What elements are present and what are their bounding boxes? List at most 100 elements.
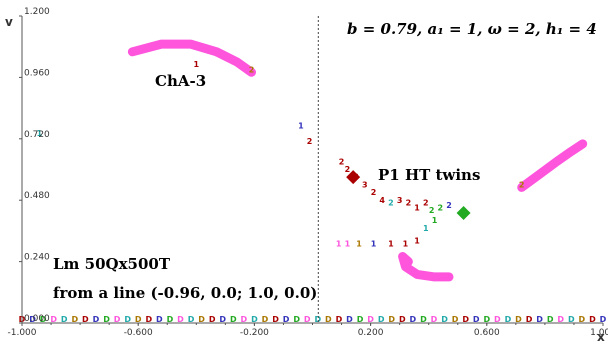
y-tick-label: 0.240: [24, 253, 50, 263]
baseline-mark: D: [71, 315, 78, 324]
baseline-mark: D: [251, 315, 258, 324]
baseline-mark: D: [50, 315, 57, 324]
baseline-mark: D: [589, 315, 596, 324]
point-mark: 1: [388, 239, 394, 248]
magenta-curve-2: [517, 139, 588, 192]
baseline-mark: D: [336, 315, 343, 324]
point-mark: 1: [423, 224, 429, 233]
y-axis-label: v: [5, 15, 13, 29]
axes: 0.000 0.240 0.480 0.720 0.960 1.200 -1.000 -0.6…: [5, 7, 608, 344]
point-mark: 2: [406, 198, 412, 207]
baseline-mark: D: [431, 315, 438, 324]
point-mark: 3: [397, 196, 403, 205]
baseline-mark: D: [473, 315, 480, 324]
x-tick-label: 0.600: [474, 328, 500, 338]
baseline-mark: D: [378, 315, 385, 324]
point-mark: 1: [356, 239, 362, 248]
lm-label: Lm 50Qx500T: [53, 255, 171, 273]
baseline-mark: D: [357, 315, 364, 324]
baseline-mark: D: [388, 315, 395, 324]
magenta-curves: [127, 39, 588, 282]
x-tick-label: 0.200: [358, 328, 384, 338]
point-mark: 1: [371, 239, 377, 248]
point-mark: 2: [429, 206, 435, 215]
p1-label: P1 HT twins: [378, 166, 480, 184]
baseline-mark: D: [526, 315, 533, 324]
point-mark: 1: [414, 237, 420, 246]
point-mark: 1: [414, 203, 420, 212]
baseline-mark: D: [93, 315, 100, 324]
point-mark: 1: [194, 60, 200, 69]
point-mark: 2: [519, 180, 525, 189]
baseline-mark: D: [452, 315, 459, 324]
baseline-mark: D: [547, 315, 554, 324]
baseline-mark: D: [114, 315, 121, 324]
baseline-mark: D: [557, 315, 564, 324]
baseline-mark: D: [156, 315, 163, 324]
point-mark: 2: [423, 198, 429, 207]
baseline-mark: D: [515, 315, 522, 324]
baseline-mark: D: [367, 315, 374, 324]
baseline-mark: D: [325, 315, 332, 324]
baseline-mark: D: [262, 315, 269, 324]
baseline-mark: D: [124, 315, 131, 324]
line-label: from a line (-0.96, 0.0; 1.0, 0.0): [53, 284, 317, 302]
baseline-mark: D: [167, 315, 174, 324]
y-tick-label: 0.480: [24, 191, 50, 201]
point-mark: 2: [339, 157, 345, 166]
baseline-mark: D: [82, 315, 89, 324]
baseline-mark: D: [600, 315, 607, 324]
baseline-mark: D: [29, 315, 36, 324]
baseline-mark: D: [241, 315, 248, 324]
baseline-mark: D: [579, 315, 586, 324]
baseline-mark: D: [135, 315, 142, 324]
baseline-mark: D: [209, 315, 216, 324]
baseline-mark: D: [272, 315, 279, 324]
x-tick-label: -1.000: [7, 328, 36, 338]
baseline-mark: D: [505, 315, 512, 324]
baseline-mark: D: [230, 315, 237, 324]
point-mark: 2: [438, 203, 444, 212]
point-mark: 2: [446, 201, 452, 210]
point-cluster-2: [456, 205, 471, 220]
point-mark: 1: [403, 239, 409, 248]
baseline-mark: D: [293, 315, 300, 324]
point-mark: 1: [345, 239, 351, 248]
baseline-mark: D: [568, 315, 575, 324]
baseline-mark: D: [177, 315, 184, 324]
baseline-mark: D: [61, 315, 68, 324]
y-tick-label: 0.720: [24, 130, 50, 140]
baseline-mark: D: [399, 315, 406, 324]
params-annotation: b = 0.79, a₁ = 1, ω = 2, h₁ = 4: [347, 20, 597, 38]
point-mark: 2: [388, 198, 394, 207]
baseline-mark: D: [219, 315, 226, 324]
baseline-mark: D: [410, 315, 417, 324]
point-mark: 2: [371, 188, 377, 197]
point-mark: 1: [298, 122, 304, 131]
point-mark: 3: [362, 180, 368, 189]
baseline-mark: D: [494, 315, 501, 324]
magenta-curve-1: [127, 39, 256, 77]
point-mark: 3: [353, 173, 359, 182]
x-axis-label: x: [597, 330, 605, 344]
x-tick-label: -0.600: [124, 328, 153, 338]
cha-label: ChA-3: [155, 72, 206, 90]
baseline-mark: D: [103, 315, 110, 324]
x-tick-label: 1.000: [590, 328, 608, 338]
baseline-mark: D: [145, 315, 152, 324]
point-mark: 2: [249, 65, 255, 74]
point-mark: 2: [307, 137, 313, 146]
y-tick-label: 0.000: [24, 314, 50, 324]
baseline-mark: D: [420, 315, 427, 324]
baseline-mark: D: [314, 315, 321, 324]
baseline-mark: D: [188, 315, 195, 324]
point-cluster-1: [346, 170, 361, 185]
baseline-mark: D: [536, 315, 543, 324]
baseline-mark: D: [346, 315, 353, 324]
point-mark: 2: [345, 165, 351, 174]
baseline-mark: D: [441, 315, 448, 324]
point-mark: 1: [37, 129, 43, 138]
baseline-mark: D: [462, 315, 469, 324]
